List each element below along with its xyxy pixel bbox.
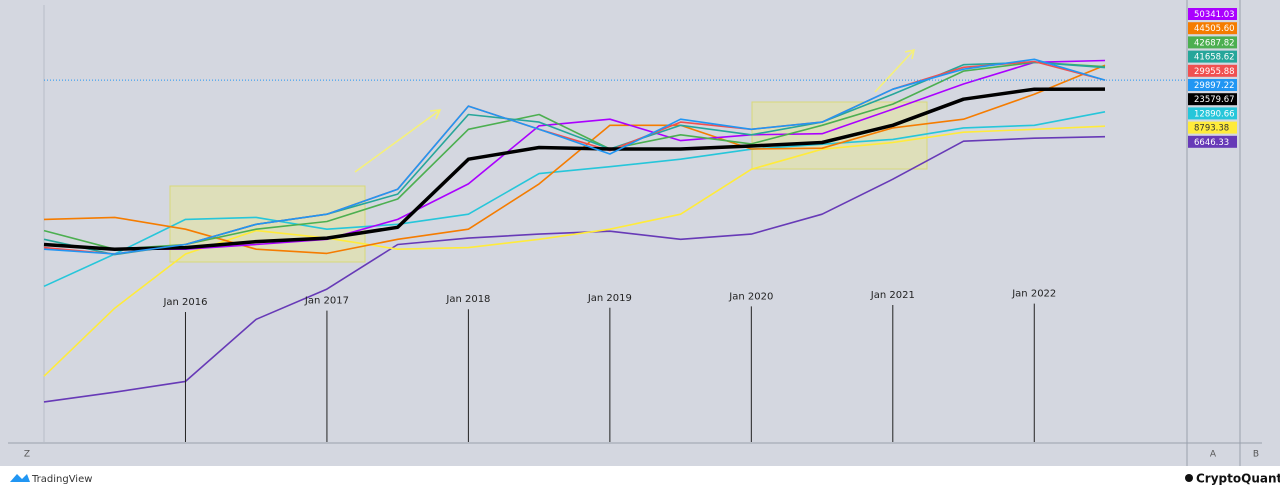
price-tag-label: 12890.66 bbox=[1194, 109, 1235, 119]
annotations: Jan 2016 Jan 2017 Jan 2018 Jan 2019 Jan 2020… bbox=[162, 289, 1056, 442]
price-tag bbox=[1188, 22, 1237, 35]
annotation-label: Jan 2020 bbox=[728, 291, 773, 302]
price-tag-label: 50341.03 bbox=[1194, 10, 1235, 20]
price-tag-label: 44505.60 bbox=[1194, 24, 1235, 34]
price-tag-label: 42687.82 bbox=[1194, 38, 1235, 48]
arrow bbox=[354, 109, 441, 173]
trend-arrows bbox=[354, 48, 916, 173]
annotation-label: Jan 2016 bbox=[162, 297, 207, 308]
button[interactable]: B bbox=[1253, 450, 1259, 460]
price-tag-label: 29955.88 bbox=[1194, 67, 1235, 77]
highlight-box bbox=[751, 101, 928, 170]
series-line bbox=[43, 61, 1106, 250]
price-tag bbox=[1188, 50, 1237, 63]
annotation-label: Jan 2017 bbox=[304, 296, 349, 307]
annotation-label: Jan 2021 bbox=[870, 290, 915, 301]
series-line bbox=[43, 58, 1106, 255]
arrow-head bbox=[429, 109, 442, 120]
series-line bbox=[43, 125, 1106, 377]
price-tag bbox=[1188, 93, 1237, 106]
lines bbox=[43, 58, 1187, 403]
price-tag-label: 23579.67 bbox=[1194, 95, 1235, 105]
price-tag-label: 8793.38 bbox=[1194, 124, 1229, 134]
arrow-head bbox=[904, 48, 916, 60]
brand-right: CryptoQuant bbox=[1196, 472, 1280, 486]
series-line bbox=[43, 59, 1106, 250]
brand-left: TradingView bbox=[31, 474, 92, 485]
price-tag bbox=[1188, 107, 1237, 120]
arrow bbox=[874, 49, 915, 93]
price-tag bbox=[1188, 64, 1237, 77]
price-tag-label: 29897.22 bbox=[1194, 81, 1235, 91]
price-tags: 50341.03 44505.60 42687.82 41658.62 29955.88… bbox=[1188, 8, 1237, 148]
series-line bbox=[43, 135, 1106, 403]
price-tag-label: 6646.33 bbox=[1194, 138, 1229, 148]
brand-logo bbox=[1185, 474, 1193, 482]
price-tag bbox=[1188, 79, 1237, 91]
series-line bbox=[43, 64, 1106, 255]
button[interactable]: Z bbox=[24, 450, 30, 460]
annotation-label: Jan 2018 bbox=[445, 294, 490, 305]
price-tag bbox=[1188, 8, 1237, 20]
button[interactable]: A bbox=[1210, 450, 1217, 460]
price-tag-label: 41658.62 bbox=[1194, 53, 1235, 63]
price-tag bbox=[1188, 135, 1237, 148]
series-line bbox=[43, 111, 1106, 288]
annotation-label: Jan 2019 bbox=[587, 293, 632, 304]
brand-logo bbox=[10, 474, 30, 482]
price-tag bbox=[1188, 36, 1237, 49]
series-line bbox=[43, 87, 1106, 251]
price-tag bbox=[1188, 121, 1237, 134]
annotation-label: Jan 2022 bbox=[1011, 289, 1056, 300]
